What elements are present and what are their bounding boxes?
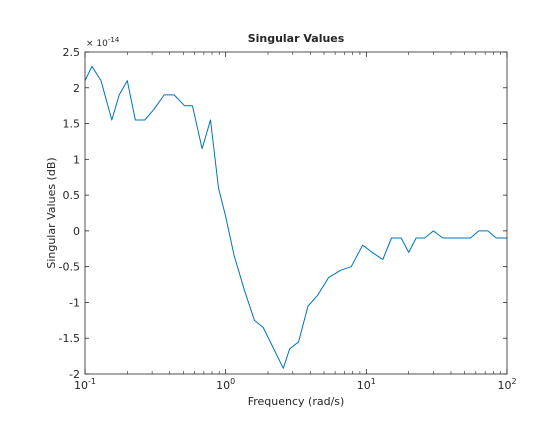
x-tick-exponent: 1 [371, 377, 376, 386]
y-tick-label: 2 [73, 82, 80, 95]
y-tick-label: -1 [69, 296, 80, 309]
chart-title: Singular Values [248, 32, 345, 45]
y-tick-label: -2 [69, 368, 80, 381]
y-exponent-label: × 10-14 [86, 36, 120, 49]
y-exponent-base: × 10 [86, 39, 108, 49]
y-tick-label: 1 [73, 153, 80, 166]
x-tick-exponent: 2 [511, 377, 516, 386]
x-tick-exponent: 0 [230, 377, 235, 386]
series-line [84, 65, 507, 369]
x-tick-label: 101 [357, 377, 376, 392]
x-tick-label: 100 [216, 377, 235, 392]
x-tick-base: 10 [74, 379, 88, 392]
tick-labels: 2.521.510.50-0.5-1-1.5-210-1 100 101 102 [59, 46, 517, 392]
y-axis-label: Singular Values (dB) [45, 157, 58, 268]
x-tick-base: 10 [497, 379, 511, 392]
x-tick-base: 10 [357, 379, 371, 392]
axes-box [84, 51, 508, 375]
y-tick-label: 0 [73, 225, 80, 238]
x-tick-label: 10-1 [74, 377, 96, 392]
y-tick-label: 1.5 [63, 118, 81, 131]
y-tick-label: 0.5 [63, 189, 81, 202]
x-axis-label: Frequency (rad/s) [248, 395, 345, 408]
x-tick-exponent: -1 [88, 377, 96, 386]
x-tick-label: 102 [497, 377, 516, 392]
y-tick-label: -1.5 [59, 332, 80, 345]
y-tick-label: 2.5 [63, 46, 81, 59]
plot-background [85, 52, 507, 374]
x-tick-base: 10 [216, 379, 230, 392]
y-exponent-power: -14 [108, 36, 120, 44]
y-tick-label: -0.5 [59, 261, 80, 274]
plot-lines [84, 65, 507, 369]
